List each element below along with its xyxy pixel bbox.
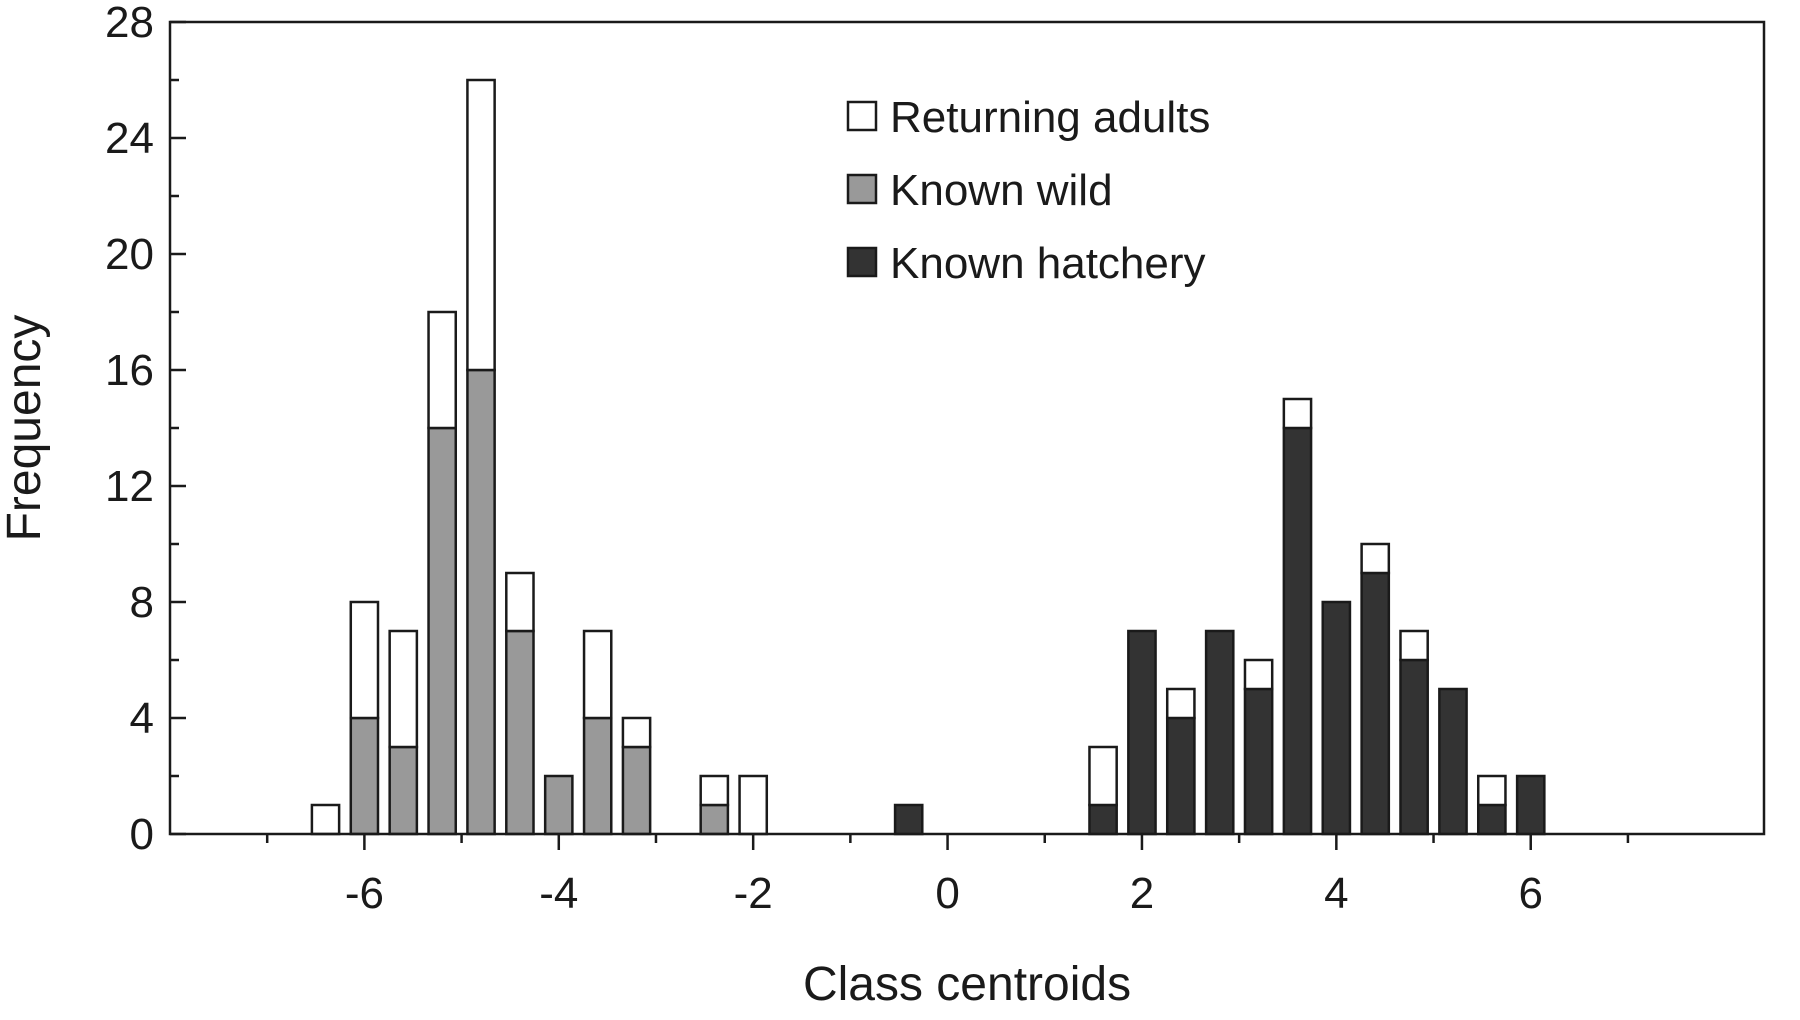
- bar-returning-adults: [582, 629, 613, 720]
- bar-known-wild: [427, 426, 458, 836]
- bar-returning-adults: [1360, 542, 1391, 575]
- bar-known-hatchery: [1243, 687, 1274, 836]
- bar-known-hatchery: [1088, 803, 1118, 836]
- bar-known-hatchery: [1476, 803, 1507, 836]
- bar-returning-adults: [349, 600, 380, 720]
- x-axis-title: Class centroids: [803, 958, 1131, 1011]
- x-tick-label: -4: [539, 869, 578, 918]
- bar-known-wild: [388, 745, 419, 836]
- legend: Returning adults Known wild Known hatchery: [846, 93, 1210, 288]
- bar-known-wild: [505, 629, 535, 836]
- x-tick-label: 4: [1324, 869, 1348, 918]
- bar-known-hatchery: [1321, 600, 1352, 836]
- bar-known-hatchery: [1282, 426, 1313, 836]
- x-tick-label: 2: [1130, 869, 1154, 918]
- legend-label-returning-adults: Returning adults: [890, 93, 1210, 142]
- x-tick-label: -2: [734, 869, 773, 918]
- bar-known-wild: [349, 716, 380, 836]
- x-tick-label: -6: [345, 869, 384, 918]
- bar-known-hatchery: [1438, 687, 1468, 836]
- bar-known-hatchery: [1127, 629, 1157, 836]
- y-tick-label: 24: [105, 114, 154, 163]
- bar-returning-adults: [621, 716, 652, 749]
- bar-known-hatchery: [1515, 774, 1546, 836]
- bar-known-hatchery: [1360, 571, 1391, 836]
- bar-returning-adults: [388, 629, 419, 749]
- legend-swatch-returning-adults: [846, 100, 878, 132]
- bar-known-hatchery: [1399, 658, 1429, 836]
- bar-returning-adults: [505, 571, 535, 633]
- x-tick-label: 6: [1518, 869, 1542, 918]
- bars-layer: [310, 78, 1546, 836]
- bar-known-hatchery: [1204, 629, 1235, 836]
- bar-returning-adults: [310, 803, 341, 836]
- bar-returning-adults: [1088, 745, 1118, 807]
- bar-returning-adults: [1399, 629, 1429, 662]
- bar-returning-adults: [1476, 774, 1507, 807]
- bar-returning-adults: [427, 310, 458, 430]
- y-axis-title: Frequency: [0, 315, 51, 542]
- y-tick-label: 28: [105, 0, 154, 47]
- bar-known-hatchery: [1165, 716, 1196, 836]
- bar-known-wild: [621, 745, 652, 836]
- y-tick-label: 4: [130, 694, 154, 743]
- y-tick-label: 20: [105, 230, 154, 279]
- bar-returning-adults: [738, 774, 769, 836]
- x-tick-label: 0: [935, 869, 959, 918]
- bar-known-hatchery: [893, 803, 924, 836]
- legend-label-known-hatchery: Known hatchery: [890, 239, 1206, 288]
- bar-known-wild: [543, 774, 574, 836]
- y-tick-label: 8: [130, 578, 154, 627]
- legend-swatch-known-wild: [846, 173, 878, 205]
- bar-returning-adults: [466, 78, 496, 372]
- y-tick-label: 12: [105, 462, 154, 511]
- bar-known-wild: [466, 368, 496, 836]
- y-tick-label: 16: [105, 346, 154, 395]
- bar-returning-adults: [1243, 658, 1274, 691]
- bar-known-wild: [582, 716, 613, 836]
- bar-known-wild: [699, 803, 730, 836]
- legend-swatch-known-hatchery: [846, 246, 878, 278]
- bar-returning-adults: [1282, 397, 1313, 430]
- bar-returning-adults: [1165, 687, 1196, 720]
- bar-returning-adults: [699, 774, 730, 807]
- y-tick-label: 0: [130, 810, 154, 859]
- legend-label-known-wild: Known wild: [890, 166, 1113, 215]
